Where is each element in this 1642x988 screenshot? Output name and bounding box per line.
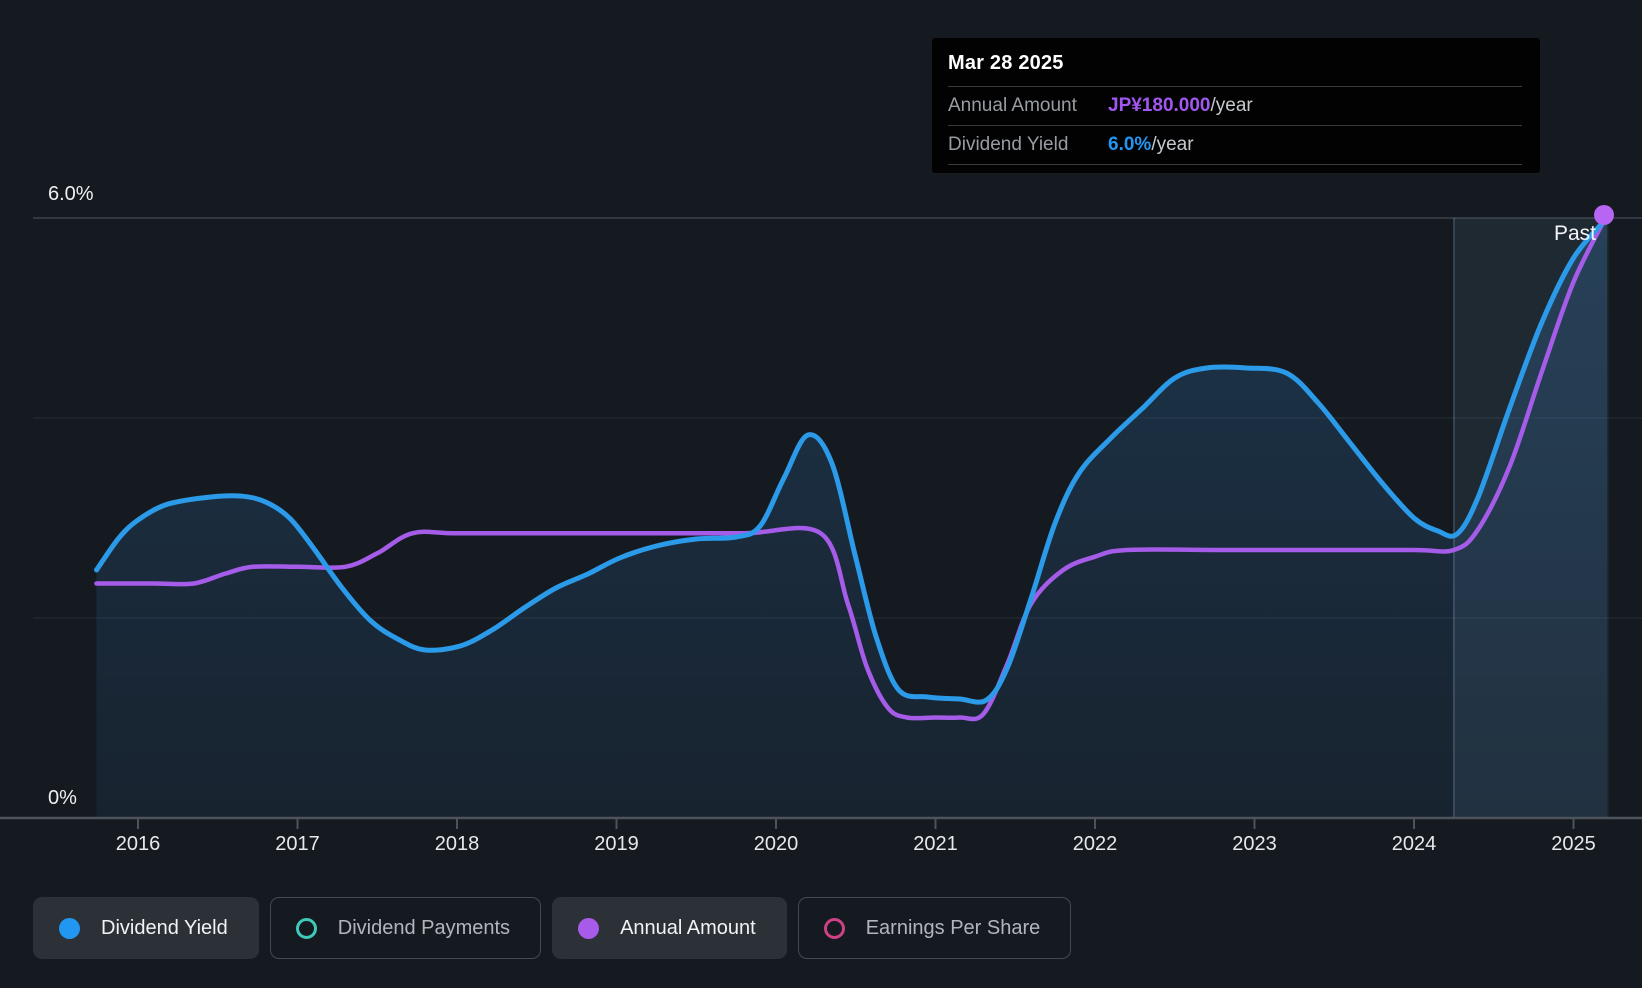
legend-button-annual-amount[interactable]: Annual Amount (552, 897, 787, 959)
x-tick-label-2020: 2020 (754, 833, 799, 855)
tooltip-row-annual-amount: Annual Amount JP¥180.000 /year (948, 86, 1522, 125)
dividend-payments-series-dot-icon (295, 917, 317, 939)
dividend-yield-series-dot-icon (59, 917, 80, 939)
earnings-per-share-series-dot-icon (823, 917, 845, 939)
legend-label: Dividend Yield (101, 916, 228, 939)
annual-amount-end-dot[interactable] (1593, 205, 1614, 225)
tooltip-date: Mar 28 2025 (948, 52, 1064, 74)
x-tick-label-2024: 2024 (1392, 833, 1437, 855)
past-region-label: Past (1554, 222, 1596, 245)
past-period-band (1453, 218, 1609, 818)
x-tick-label-2025: 2025 (1551, 833, 1596, 855)
x-tick-label-2022: 2022 (1073, 833, 1118, 855)
tooltip-value-suffix: /year (1151, 134, 1194, 155)
x-tick-label-2017: 2017 (275, 833, 320, 855)
chart-tooltip: Mar 28 2025 Annual Amount JP¥180.000 /ye… (932, 38, 1540, 173)
tooltip-label: Dividend Yield (948, 134, 1069, 155)
legend-button-dividend-payments[interactable]: Dividend Payments (269, 897, 542, 959)
legend-label: Dividend Payments (337, 916, 511, 939)
y-axis-label-bottom: 0% (48, 787, 77, 809)
x-tick-label-2023: 2023 (1232, 833, 1277, 855)
x-tick-label-2018: 2018 (435, 833, 480, 855)
x-tick-label-2021: 2021 (913, 833, 958, 855)
chart-legend: Dividend Yield Dividend Payments Annual Am… (33, 897, 1072, 959)
legend-button-dividend-yield[interactable]: Dividend Yield (33, 897, 259, 959)
tooltip-value: JP¥180.000 (1108, 95, 1211, 116)
annual-amount-series-dot-icon (578, 917, 600, 939)
x-tick-label-2019: 2019 (594, 833, 639, 855)
x-tick-label-2016: 2016 (116, 833, 161, 855)
tooltip-value-suffix: /year (1210, 95, 1253, 116)
tooltip-row-dividend-yield: Dividend Yield 6.0% /year (948, 125, 1522, 165)
annual-amount-line (94, 212, 1610, 722)
dividend-yield-area (96, 218, 1607, 818)
legend-label: Earnings Per Share (865, 916, 1041, 939)
legend-button-earnings-per-share[interactable]: Earnings Per Share (797, 897, 1072, 959)
tooltip-value: 6.0% (1108, 134, 1152, 155)
legend-label: Annual Amount (620, 916, 756, 939)
y-axis-label-top: 6.0% (48, 183, 94, 205)
dividend-yield-line (94, 215, 1610, 705)
tooltip-label: Annual Amount (948, 95, 1077, 116)
